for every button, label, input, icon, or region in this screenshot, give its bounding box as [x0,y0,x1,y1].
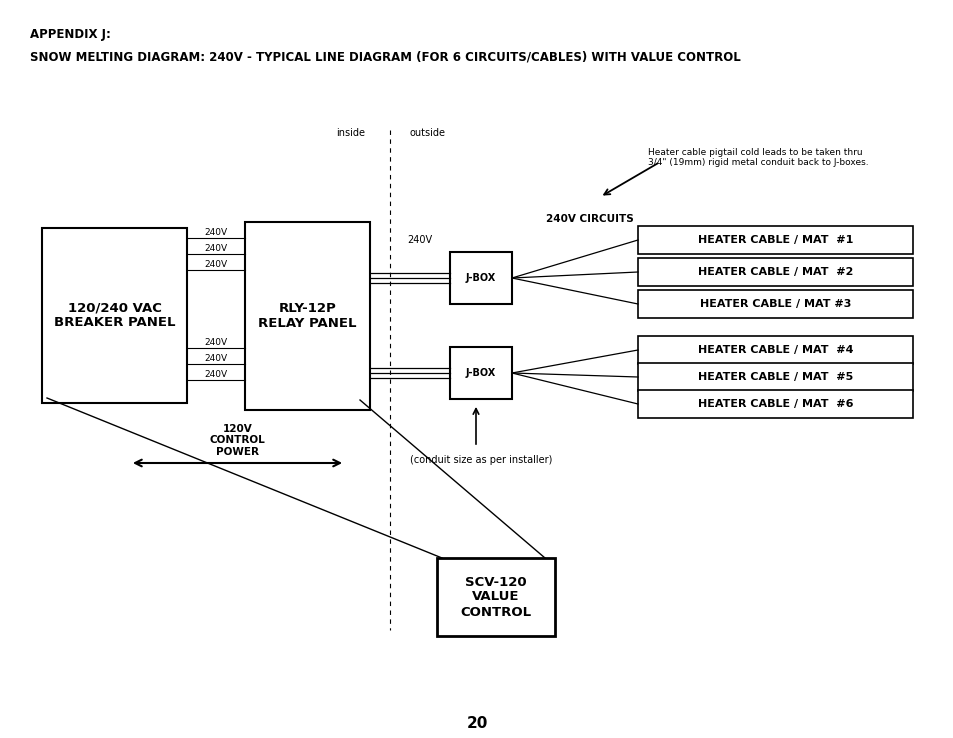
Text: HEATER CABLE / MAT  #6: HEATER CABLE / MAT #6 [697,399,852,409]
Text: HEATER CABLE / MAT  #4: HEATER CABLE / MAT #4 [697,345,852,355]
Text: outside: outside [410,128,446,138]
Bar [638,290,912,318]
Text: HEATER CABLE / MAT #3: HEATER CABLE / MAT #3 [700,299,850,309]
Text: Heater cable pigtail cold leads to be taken thru
3/4" (19mm) rigid metal conduit: Heater cable pigtail cold leads to be ta… [647,148,868,168]
Text: 240V: 240V [204,370,228,379]
Bar [42,228,187,403]
Bar [638,363,912,391]
Bar [638,226,912,254]
Text: (conduit size as per installer): (conduit size as per installer) [410,455,552,465]
Text: SNOW MELTING DIAGRAM: 240V - TYPICAL LINE DIAGRAM (FOR 6 CIRCUITS/CABLES) WITH V: SNOW MELTING DIAGRAM: 240V - TYPICAL LIN… [30,50,740,63]
Bar [638,390,912,418]
Text: HEATER CABLE / MAT  #5: HEATER CABLE / MAT #5 [698,372,852,382]
Text: 120/240 VAC
BREAKER PANEL: 120/240 VAC BREAKER PANEL [53,302,175,329]
Text: J-BOX: J-BOX [465,368,496,378]
Text: J-BOX: J-BOX [465,273,496,283]
Text: 20: 20 [466,716,487,731]
Text: inside: inside [335,128,365,138]
Text: 240V: 240V [204,260,228,269]
Text: 240V: 240V [204,244,228,253]
Bar [638,258,912,286]
Text: 240V: 240V [204,338,228,347]
Bar [450,252,512,304]
Text: SCV-120
VALUE
CONTROL: SCV-120 VALUE CONTROL [460,576,531,618]
Bar [245,222,370,410]
Text: HEATER CABLE / MAT  #1: HEATER CABLE / MAT #1 [697,235,852,245]
Text: APPENDIX J:: APPENDIX J: [30,28,111,41]
Bar [436,558,555,636]
Text: HEATER CABLE / MAT  #2: HEATER CABLE / MAT #2 [697,267,852,277]
Text: 240V: 240V [407,235,432,245]
Bar [450,347,512,399]
Bar [638,336,912,364]
Text: 120V
CONTROL
POWER: 120V CONTROL POWER [210,424,265,457]
Text: 240V: 240V [204,228,228,237]
Text: 240V: 240V [204,354,228,363]
Text: RLY-12P
RELAY PANEL: RLY-12P RELAY PANEL [258,302,356,330]
Text: 240V CIRCUITS: 240V CIRCUITS [545,214,633,224]
